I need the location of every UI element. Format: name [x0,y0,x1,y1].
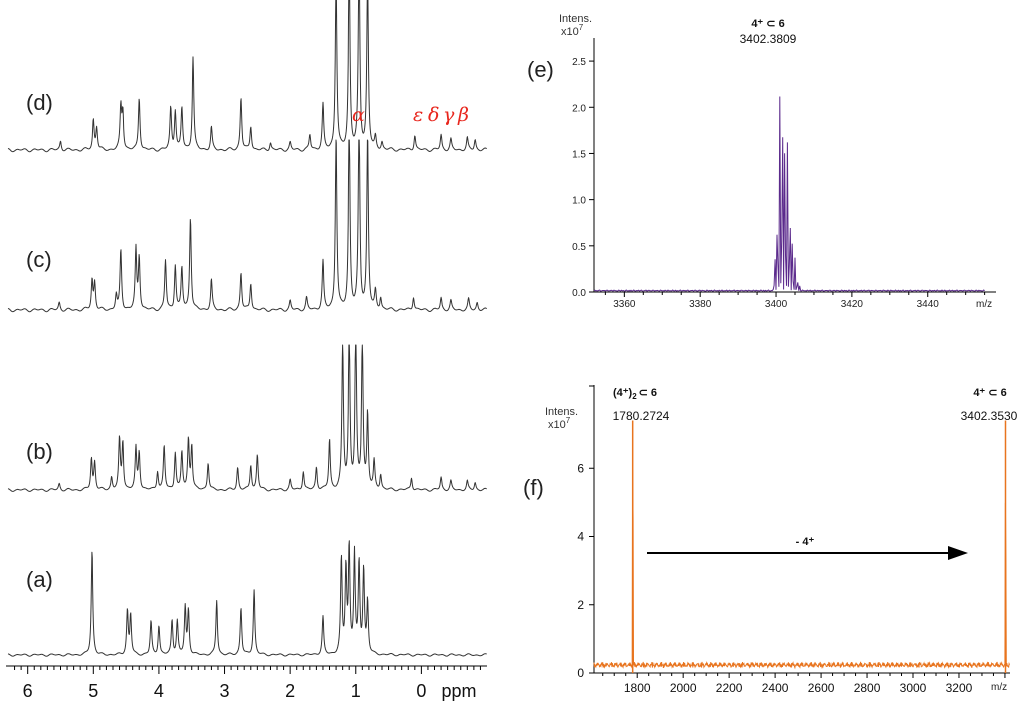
nmr-tick-label: 5 [88,681,98,701]
nmr-trace-b [7,344,487,492]
nmr-trace-c [7,139,487,313]
e-x-tick-label: 3400 [765,299,788,310]
e-yunit: x107 [561,23,584,38]
f-loss-arrowhead [948,546,968,560]
f-x-tick-label: 2600 [808,681,835,695]
e-peak-mz: 3402.3809 [740,32,797,46]
f-peak1-species-tail: ⊂ 6 [639,387,657,399]
e-y-tick-label: 1.5 [572,149,586,160]
f-peak1-species-sub: 2 [632,392,637,401]
e-y-tick-label: 1.0 [572,196,586,207]
panel-label-e: (e) [527,57,554,82]
e-y-tick-label: 2.0 [572,103,586,114]
f-ticks: 0 2 4 6 1800 2000 2200 2400 2600 2800 3000 3200 [577,385,1006,695]
f-y-tick-label: 0 [577,666,584,680]
nmr-trace-a [7,540,487,657]
f-x-tick-label: 2000 [670,681,697,695]
e-trace [593,96,985,292]
nmr-trace-d [7,0,487,153]
e-y-tick-label: 0.5 [572,242,586,253]
f-spectrum [593,420,1010,673]
e-x-tick-label: 3360 [613,299,636,310]
e-ticks: 0.0 0.5 1.0 1.5 2.0 2.5 3360 3380 3400 3420 3440 [572,57,986,310]
nmr-tick-label: 4 [154,681,164,701]
f-peak1-mz: 1780.2724 [613,409,670,423]
panel-label-a: (a) [26,567,53,592]
annotation-beta: β [457,104,469,126]
e-yunit-base: x10 [561,26,579,38]
nmr-tick-label: 1 [351,681,361,701]
nmr-tick-label: 3 [220,681,230,701]
f-x-tick-label: 1800 [624,681,651,695]
e-y-tick-label: 2.5 [572,57,586,68]
f-ylabel: Intens. [545,406,578,418]
panel-label-c: (c) [26,247,52,272]
annotation-alpha: α [352,104,365,126]
panel-label-b: (b) [26,439,53,464]
f-y-tick-label: 2 [577,598,584,612]
f-x-tick-label: 2800 [854,681,881,695]
f-xlabel: m/z [991,682,1007,693]
e-y-tick-label: 0.0 [572,288,586,299]
panel-label-f: (f) [523,475,544,500]
e-xlabel: m/z [976,299,992,310]
f-trace [593,469,1010,670]
f-yunit: x107 [548,416,571,431]
f-y-tick-label: 4 [577,530,584,544]
panel-label-d: (d) [26,90,53,115]
e-spectrum [593,96,985,292]
e-x-tick-label: 3420 [841,299,864,310]
e-x-tick-label: 3440 [917,299,940,310]
f-peak1-species: (4⁺)2 ⊂ 6 [613,387,657,401]
nmr-spectra [7,0,487,657]
e-ylabel: Intens. [559,13,592,25]
f-peak1-species-main: (4⁺) [613,387,633,399]
f-peak2-mz: 3402.3530 [961,409,1018,423]
e-yunit-exp: 7 [579,23,584,32]
annotation-epsilon: ε [413,104,423,126]
e-x-tick-label: 3380 [689,299,712,310]
nmr-tick-label: 2 [285,681,295,701]
f-x-tick-label: 2400 [762,681,789,695]
annotation-delta: δ [428,104,439,126]
f-x-tick-label: 3200 [946,681,973,695]
f-arrow-label: - 4⁺ [796,536,815,548]
f-yunit-base: x10 [548,419,566,431]
nmr-x-axis: 6 5 4 3 2 1 0 ppm [6,665,487,701]
nmr-tick-label: ppm [441,681,476,701]
f-peak2-species: 4⁺ ⊂ 6 [973,387,1006,399]
annotation-gamma: γ [443,104,455,126]
f-x-tick-label: 3000 [900,681,927,695]
e-peak-species: 4⁺ ⊂ 6 [751,18,784,30]
nmr-tick-label: 0 [416,681,426,701]
f-y-tick-label: 6 [577,461,584,475]
nmr-tick-label: 6 [23,681,33,701]
f-x-tick-label: 2200 [716,681,743,695]
f-yunit-exp: 7 [566,416,571,425]
